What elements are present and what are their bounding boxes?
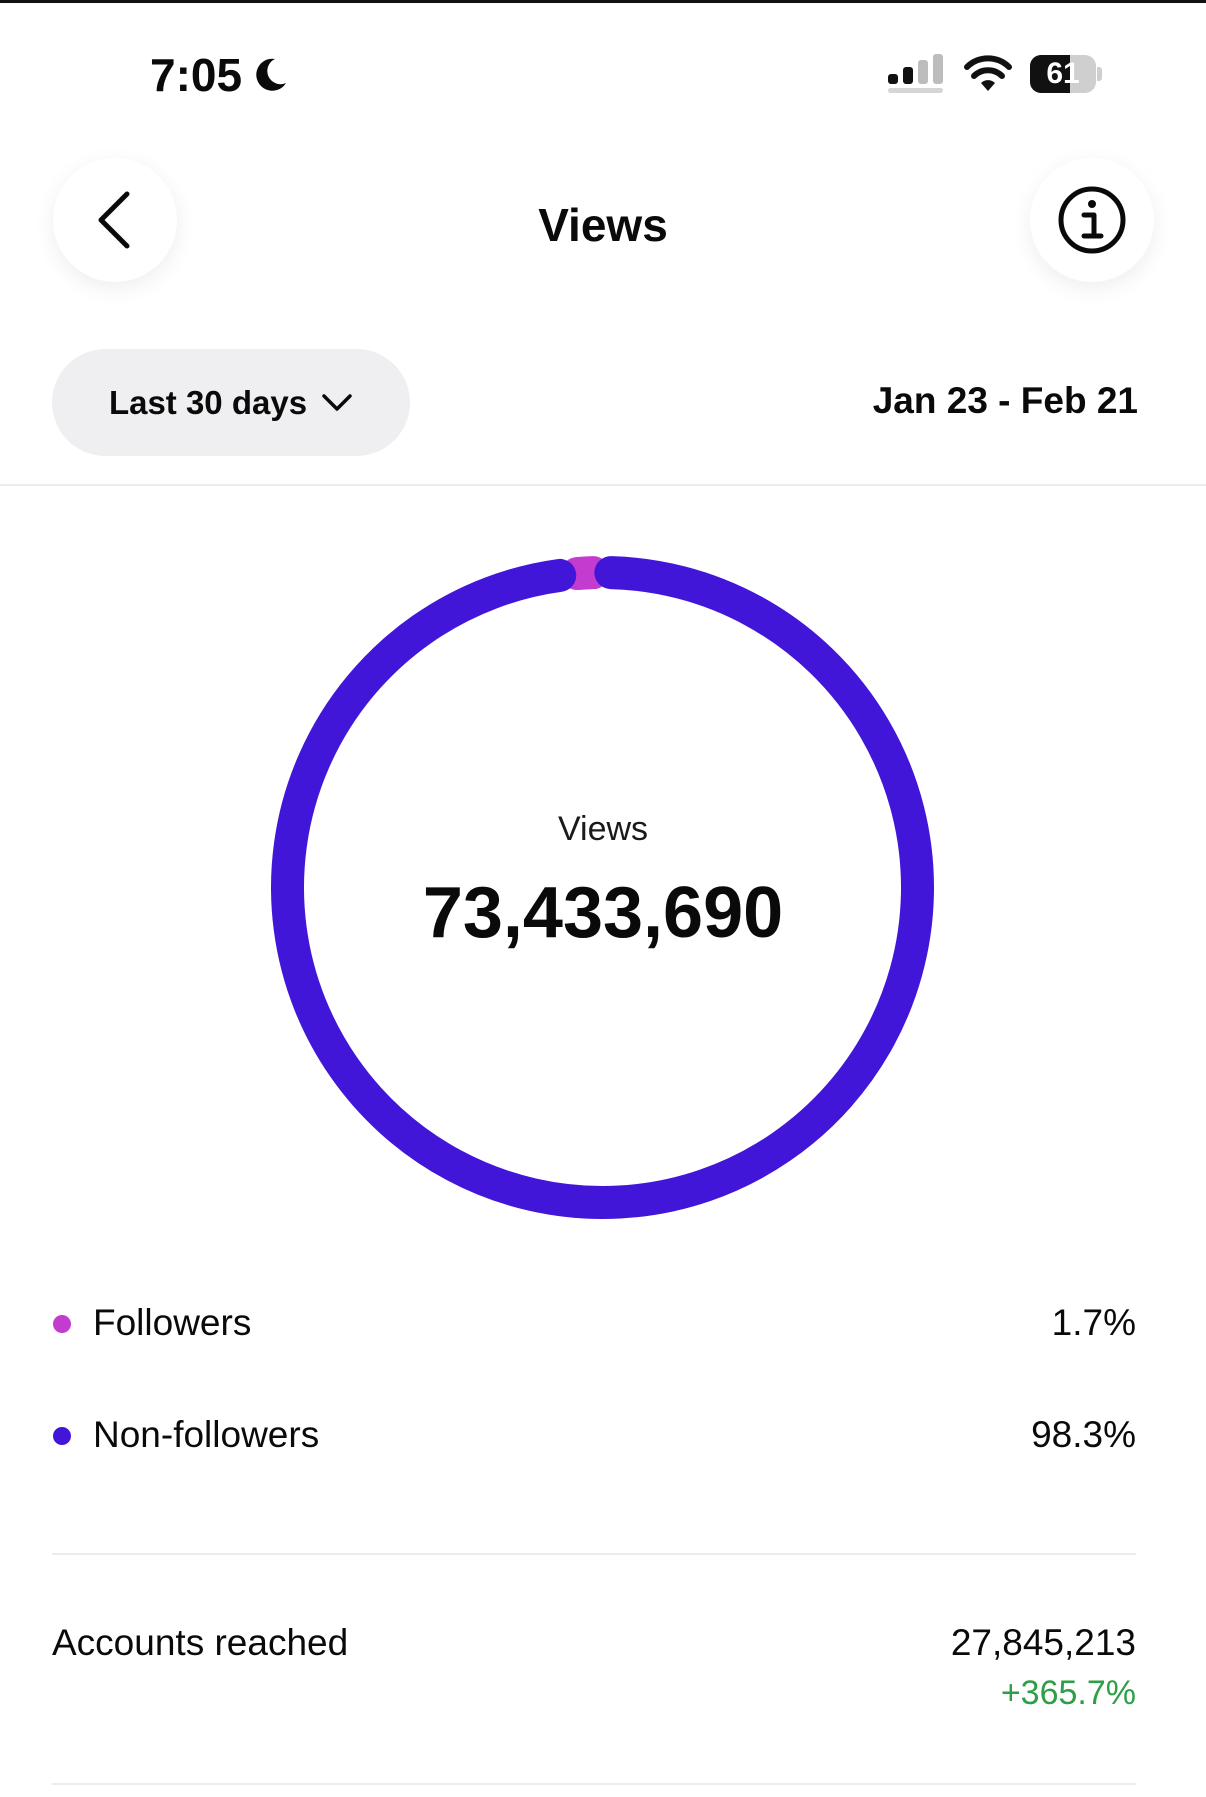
chevron-down-icon: [322, 393, 352, 411]
divider: [52, 1783, 1136, 1785]
donut-center-label: Views: [557, 810, 649, 848]
date-range-dropdown[interactable]: Last 30 days: [52, 349, 410, 456]
info-icon: [1058, 186, 1126, 254]
chevron-left-icon: [98, 191, 130, 249]
date-range-text: Jan 23 - Feb 21: [872, 380, 1138, 421]
wifi-icon: [964, 55, 1012, 91]
moon-icon: [256, 58, 287, 91]
donut-slice-non-followers: [271, 556, 934, 1219]
legend-item-followers: Followers 1.7%: [0, 1294, 1206, 1354]
back-button[interactable]: [53, 158, 177, 282]
status-time: 7:05: [150, 48, 290, 102]
page-title: Views: [538, 199, 668, 251]
donut-center-value: 73,433,690: [422, 873, 784, 953]
top-edge: [0, 0, 1206, 3]
metric-change: +365.7%: [1000, 1674, 1136, 1712]
divider: [52, 1553, 1136, 1555]
legend-dot-non-followers: [53, 1427, 71, 1445]
info-button[interactable]: [1030, 158, 1154, 282]
status-icons: 61: [888, 54, 1102, 94]
divider: [0, 484, 1206, 486]
date-range-dropdown-label: Last 30 days: [108, 383, 308, 421]
cellular-signal-icon: [888, 54, 943, 93]
status-time-text: 7:05: [150, 49, 243, 101]
battery-fill: [1030, 55, 1071, 93]
legend-item-non-followers: Non-followers 98.3%: [0, 1406, 1206, 1466]
metric-label: Accounts reached: [52, 1622, 349, 1663]
battery-level: 61: [1046, 57, 1080, 90]
legend-percent: 98.3%: [1031, 1414, 1136, 1455]
legend-label: Followers: [93, 1302, 252, 1343]
legend-label: Non-followers: [93, 1414, 320, 1455]
battery-icon: 61: [1030, 55, 1102, 93]
donut-slice-followers: [560, 556, 610, 591]
legend-dot-followers: [53, 1315, 71, 1333]
legend-percent: 1.7%: [1051, 1302, 1136, 1343]
metric-value: 27,845,213: [950, 1622, 1136, 1663]
views-donut-chart: [271, 556, 934, 1219]
